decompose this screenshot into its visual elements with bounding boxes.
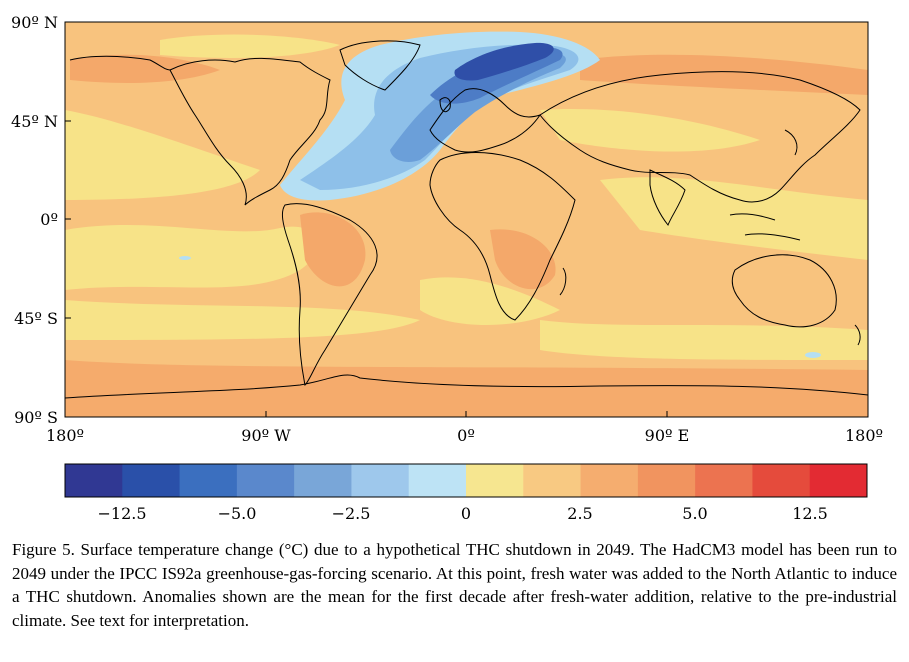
lat-label-45s: 45º S xyxy=(14,309,58,328)
figure-caption: Figure 5. Surface temperature change (°C… xyxy=(12,538,897,632)
colorbar-swatch xyxy=(466,464,524,497)
colorbar-tick-label: −2.5 xyxy=(332,504,371,523)
colorbar-swatch xyxy=(408,464,467,497)
colorbar-swatch xyxy=(523,464,582,497)
colorbar-swatch xyxy=(122,464,181,497)
lon-label-0: 0º xyxy=(457,426,475,445)
colorbar-swatch xyxy=(752,464,811,497)
lat-label-0: 0º xyxy=(40,210,58,229)
map-figure: 90º N 45º N 0º 45º S 90º S 180º 90º W 0º… xyxy=(11,13,883,523)
temperature-field xyxy=(65,22,868,417)
caption-text: Figure 5. Surface temperature change (°C… xyxy=(12,540,897,630)
colorbar-tick-label: 5.0 xyxy=(682,504,707,523)
colorbar-swatch xyxy=(809,464,868,497)
lat-label-90s: 90º S xyxy=(14,408,58,427)
axis-ticks xyxy=(64,21,869,418)
lon-label-90e: 90º E xyxy=(645,426,690,445)
colorbar-swatch xyxy=(637,464,696,497)
lon-label-180w: 180º xyxy=(46,426,84,445)
colorbar-swatch xyxy=(236,464,295,497)
lat-label-45n: 45º N xyxy=(11,112,58,131)
lon-label-180e: 180º xyxy=(845,426,883,445)
colorbar xyxy=(65,464,868,497)
colorbar-tick-label: 2.5 xyxy=(567,504,592,523)
coastlines xyxy=(65,40,868,399)
colorbar-tick-label: 0 xyxy=(461,504,471,523)
colorbar-tick-label: −12.5 xyxy=(97,504,146,523)
lat-label-90n: 90º N xyxy=(11,13,58,32)
colorbar-tick-label: −5.0 xyxy=(218,504,257,523)
colorbar-swatch xyxy=(179,464,238,497)
lon-label-90w: 90º W xyxy=(241,426,291,445)
colorbar-swatch xyxy=(351,464,410,497)
colorbar-swatch xyxy=(695,464,753,497)
colorbar-swatch xyxy=(65,464,123,497)
colorbar-swatch xyxy=(294,464,352,497)
colorbar-frame xyxy=(64,463,868,498)
colorbar-tick-label: 12.5 xyxy=(792,504,828,523)
colorbar-swatch xyxy=(580,464,639,497)
